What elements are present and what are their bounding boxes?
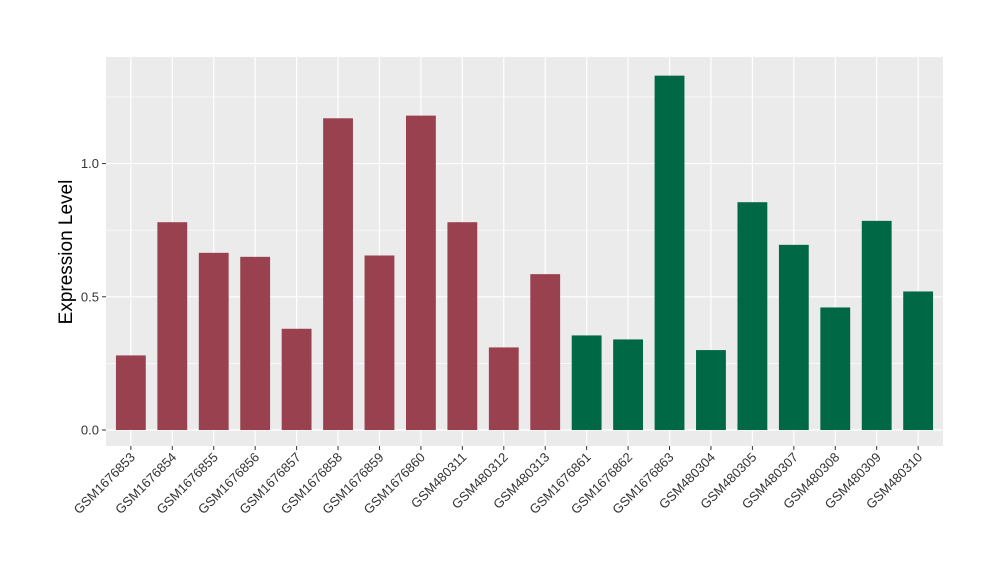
bar-GSM480304 <box>696 350 726 431</box>
bar-GSM1676857 <box>281 328 312 431</box>
bar-GSM1676858 <box>323 118 353 431</box>
bar-GSM480312 <box>488 347 519 431</box>
bar-GSM480309 <box>861 220 892 431</box>
y-axis: 0.0 0.5 1.0 <box>81 156 106 438</box>
bar-GSM1676853 <box>115 355 146 431</box>
bar-GSM1676854 <box>157 222 188 431</box>
x-axis: GSM1676853GSM1676854GSM1676855GSM1676856… <box>71 446 925 517</box>
y-tick-label: 1.0 <box>81 156 99 171</box>
bar-GSM1676861 <box>571 335 602 431</box>
bar-GSM1676863 <box>654 75 685 431</box>
y-tick-label: 0.5 <box>81 289 99 304</box>
bar-GSM1676855 <box>198 252 229 431</box>
bar-GSM1676862 <box>613 339 644 431</box>
bars <box>115 75 934 431</box>
y-tick-label: 0.0 <box>81 423 99 438</box>
bar-GSM480307 <box>778 244 809 431</box>
plot-panel <box>106 57 943 446</box>
bar-GSM1676856 <box>240 256 271 431</box>
bar-GSM480308 <box>820 307 851 431</box>
y-axis-title: Expression Level <box>56 180 77 325</box>
bar-GSM480311 <box>447 222 478 431</box>
bar-GSM480310 <box>903 291 934 431</box>
bar-GSM1676859 <box>364 255 395 431</box>
bar-GSM480313 <box>530 274 561 431</box>
bar-GSM480305 <box>737 202 768 431</box>
bar-GSM1676860 <box>405 115 436 431</box>
